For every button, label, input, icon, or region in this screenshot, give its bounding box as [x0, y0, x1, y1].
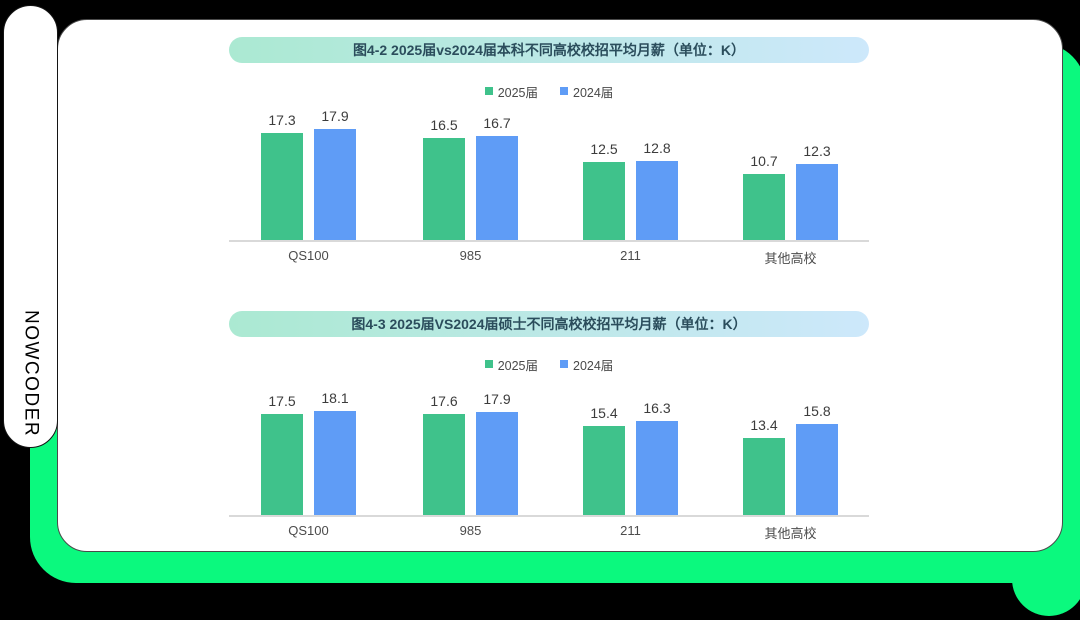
legend-item-2024: 2024届 [560, 82, 613, 101]
bar-value-label: 12.5 [590, 141, 618, 157]
legend-swatch-2024-icon [560, 87, 568, 95]
bar-value-label: 18.1 [321, 390, 349, 406]
legend-label-2024: 2024届 [573, 85, 614, 100]
bar-value-label: 17.3 [268, 112, 296, 128]
chart-title: 图4-3 2025届VS2024届硕士不同高校校招平均月薪（单位：K） [351, 316, 747, 332]
bar-group: 15.4 16.3 211 [583, 400, 678, 538]
bar-value-label: 15.8 [803, 403, 831, 419]
bar-value-label: 10.7 [750, 153, 778, 169]
category-label: QS100 [288, 248, 329, 263]
legend-label-2025: 2025届 [497, 358, 538, 373]
bar-series-2024届 [476, 412, 518, 515]
bar-value-label: 12.3 [803, 143, 831, 159]
bar-series-2025届 [743, 174, 785, 240]
category-label: 211 [620, 523, 641, 538]
bar-group: 13.4 15.8 其他高校 [743, 400, 838, 541]
bar-group: 12.5 12.8 211 [583, 116, 678, 263]
bar-series-2024届 [314, 411, 356, 515]
bar-series-2025届 [261, 414, 303, 515]
bar-value-label: 12.8 [643, 140, 671, 156]
legend-label-2024: 2024届 [573, 358, 614, 373]
legend-label-2025: 2025届 [497, 85, 538, 100]
bar-group: 17.5 18.1 QS100 [261, 390, 356, 538]
bar-group: 17.3 17.9 QS100 [261, 108, 356, 263]
category-label: 985 [459, 523, 482, 538]
bar-plot-master: 17.5 18.1 QS100 17.6 17.9 985 15.4 16.3 211 13.4 1… [229, 390, 869, 541]
legend-swatch-2024-icon [560, 360, 568, 368]
bar-series-2025届 [583, 162, 625, 240]
bar-series-2025届 [423, 138, 465, 240]
bar-value-label: 15.4 [590, 405, 618, 421]
category-label: QS100 [288, 523, 329, 538]
bar-series-2025届 [423, 414, 465, 515]
brand-tab: NOWCODER [3, 5, 58, 448]
bar-value-label: 17.6 [430, 393, 458, 409]
bar-value-label: 13.4 [750, 417, 778, 433]
chart-title-banner: 图4-3 2025届VS2024届硕士不同高校校招平均月薪（单位：K） [229, 311, 869, 337]
bar-value-label: 17.9 [321, 108, 349, 124]
bar-series-2024届 [476, 136, 518, 240]
legend-item-2024: 2024届 [560, 355, 613, 374]
category-label: 其他高校 [764, 526, 817, 541]
bar-value-label: 17.9 [483, 391, 511, 407]
bar-series-2024届 [636, 421, 678, 515]
bar-value-label: 16.5 [430, 117, 458, 133]
bar-group: 17.6 17.9 985 [423, 391, 518, 538]
legend-item-2025: 2025届 [484, 355, 538, 374]
bar-series-2025届 [743, 438, 785, 515]
bar-series-2024届 [314, 129, 356, 240]
bar-value-label: 16.3 [643, 400, 671, 416]
bar-series-2024届 [796, 424, 838, 515]
legend-swatch-2025-icon [484, 87, 493, 95]
bar-group: 16.5 16.7 985 [423, 115, 518, 263]
bar-series-2025届 [261, 133, 303, 240]
bar-series-2025届 [583, 426, 625, 515]
bar-value-label: 16.7 [483, 115, 511, 131]
legend-swatch-2025-icon [484, 360, 493, 368]
legend-item-2025: 2025届 [484, 82, 538, 101]
bar-plot-bachelor: 17.3 17.9 QS100 16.5 16.7 985 12.5 12.8 211 10.7 1… [229, 108, 869, 266]
brand-logo-text: NOWCODER [20, 309, 42, 437]
bar-series-2024届 [636, 161, 678, 240]
bar-series-2024届 [796, 164, 838, 240]
category-label: 985 [459, 248, 482, 263]
chart-title-banner: 图4-2 2025届vs2024届本科不同高校校招平均月薪（单位：K） [229, 37, 869, 63]
bar-group: 10.7 12.3 其他高校 [743, 116, 838, 266]
chart-legend: 2025届 2024届 [229, 355, 869, 374]
chart-legend: 2025届 2024届 [229, 82, 869, 101]
content-card: 图4-2 2025届vs2024届本科不同高校校招平均月薪（单位：K） 2025… [57, 19, 1063, 552]
category-label: 其他高校 [764, 251, 817, 266]
chart-title: 图4-2 2025届vs2024届本科不同高校校招平均月薪（单位：K） [352, 42, 746, 58]
bar-value-label: 17.5 [268, 393, 296, 409]
category-label: 211 [620, 248, 641, 263]
